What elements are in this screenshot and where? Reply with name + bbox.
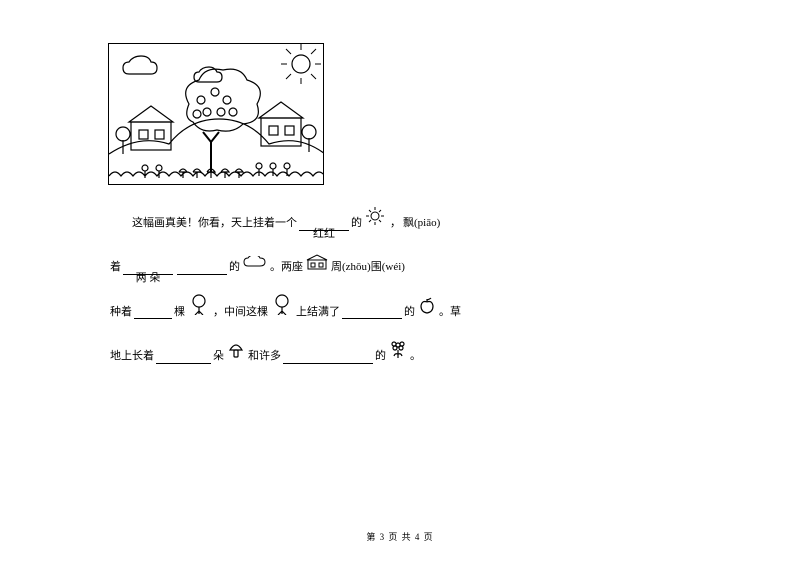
period-2: 。 bbox=[410, 338, 421, 374]
flower-icon bbox=[389, 338, 407, 374]
duo-text: 朵 bbox=[213, 338, 224, 374]
zhou-pinyin: (zhōu) bbox=[342, 249, 371, 285]
de-4: 的 bbox=[375, 338, 386, 374]
de-2: 的 bbox=[229, 249, 240, 285]
sun-icon bbox=[365, 205, 385, 241]
blank-mushroom-count[interactable] bbox=[156, 349, 211, 364]
line-3: 种着 棵 ，中间这棵 上结满了 的 。草 bbox=[110, 293, 590, 330]
zhou-text: 周 bbox=[331, 249, 342, 285]
blank-cloud-adj[interactable] bbox=[177, 260, 227, 275]
de-3: 的 bbox=[404, 294, 415, 330]
wei-text: 围 bbox=[371, 249, 382, 285]
worksheet-page: 这幅画真美！你看，天上挂着一个 红红 的 ， 飘 (piāo) 着 两 朵 的 … bbox=[0, 0, 800, 565]
line-2: 着 两 朵 的 。 两座 周 (zhōu) 围 (wéi) bbox=[110, 249, 590, 285]
comma-1: ， bbox=[390, 205, 401, 241]
blank-two-clouds[interactable]: 两 朵 bbox=[123, 260, 173, 275]
zhe-text: 着 bbox=[110, 249, 121, 285]
house-icon bbox=[306, 249, 328, 285]
ke-text: 棵 bbox=[174, 294, 185, 330]
hexuduo-text: 和许多 bbox=[248, 338, 281, 374]
cloud-icon bbox=[243, 249, 267, 285]
tree-icon-2 bbox=[271, 293, 293, 330]
piao-pinyin: (piāo) bbox=[414, 205, 440, 241]
apple-icon bbox=[418, 294, 436, 330]
scene-illustration bbox=[108, 43, 324, 185]
piao-text: 飘 bbox=[403, 205, 414, 241]
de-1: 的 bbox=[351, 205, 362, 241]
blank-flower-adj[interactable] bbox=[283, 349, 373, 364]
liangzuo-text: 两座 bbox=[281, 249, 303, 285]
page-footer: 第 3 页 共 4 页 bbox=[0, 530, 800, 543]
dishang-text: 地上长着 bbox=[110, 338, 154, 374]
cao-text: 。草 bbox=[439, 294, 461, 330]
jieman-text: 上结满了 bbox=[296, 294, 340, 330]
mushroom-icon bbox=[227, 338, 245, 374]
intro-text: 这幅画真美！你看，天上挂着一个 bbox=[132, 205, 297, 241]
line-4: 地上长着 朵 和许多 的 。 bbox=[110, 338, 590, 374]
scene-svg bbox=[109, 44, 324, 185]
fill-in-paragraph: 这幅画真美！你看，天上挂着一个 红红 的 ， 飘 (piāo) 着 两 朵 的 … bbox=[110, 205, 590, 382]
blank-tree-count[interactable] bbox=[134, 304, 172, 319]
wei-pinyin: (wéi) bbox=[382, 249, 405, 285]
tree-icon-1 bbox=[188, 293, 210, 330]
blank-red[interactable]: 红红 bbox=[299, 216, 349, 231]
blank-apple-adj[interactable] bbox=[342, 304, 402, 319]
zhongzhe-text: 种着 bbox=[110, 294, 132, 330]
line-1: 这幅画真美！你看，天上挂着一个 红红 的 ， 飘 (piāo) bbox=[110, 205, 590, 241]
zhongjian-text: ，中间这棵 bbox=[213, 294, 268, 330]
period-1: 。 bbox=[270, 249, 281, 285]
